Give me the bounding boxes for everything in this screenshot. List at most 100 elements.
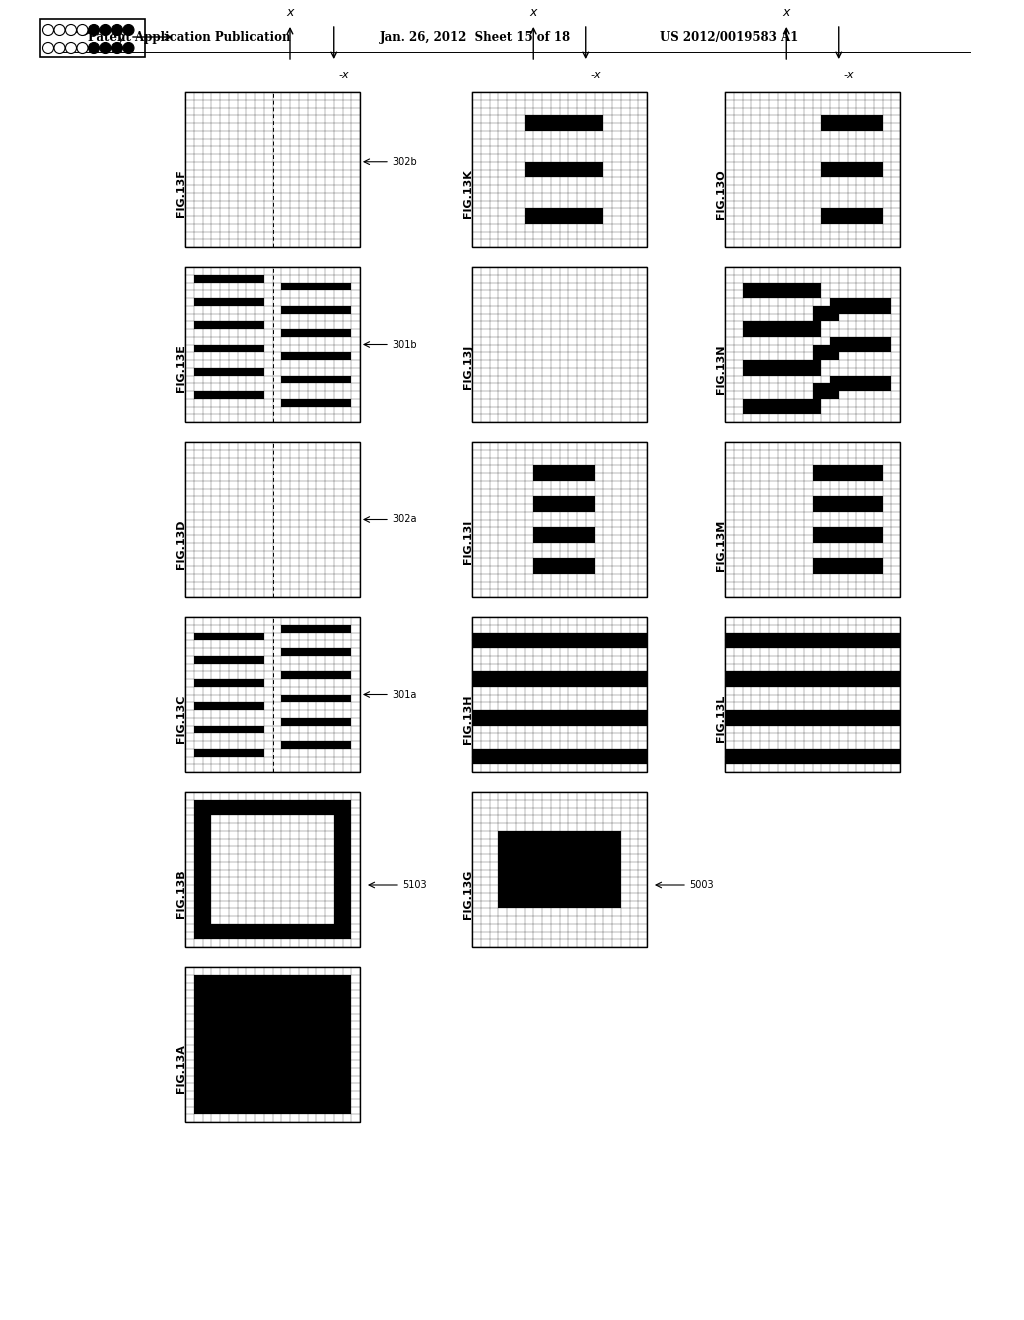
Bar [821,306,830,314]
Bar [282,1006,290,1014]
Bar [507,756,516,764]
Bar [194,345,203,352]
Bar [203,1084,211,1092]
Bar [542,672,551,678]
Bar [577,169,586,177]
Bar [839,756,848,764]
Bar [272,1044,282,1052]
Bar [282,924,290,932]
Bar [342,830,351,838]
Bar [194,1098,203,1106]
Bar [559,710,568,718]
Bar [211,800,220,808]
Bar [246,321,255,329]
Bar [638,710,647,718]
Bar [334,648,342,656]
Bar [307,924,316,932]
Bar [307,800,316,808]
Bar [211,678,220,686]
Bar [542,558,551,566]
Bar [856,473,865,480]
Bar [194,1052,203,1060]
Bar [342,838,351,846]
Bar [551,870,559,878]
Bar [194,924,203,932]
Bar [334,306,342,314]
Bar [621,756,630,764]
Bar [299,399,307,407]
Bar [325,998,334,1006]
Bar [290,1084,299,1092]
Bar [621,710,630,718]
Bar [264,808,272,816]
Bar [856,566,865,574]
Bar [812,678,821,686]
Bar [472,792,647,946]
Bar [334,1030,342,1036]
Bar [246,391,255,399]
Bar [856,632,865,640]
Bar [342,329,351,337]
Bar [316,1060,325,1068]
Bar [830,473,839,480]
Bar [742,407,752,414]
Bar [612,900,621,908]
Bar [839,527,848,535]
Bar [534,216,542,224]
Bar [812,558,821,566]
Bar [316,1044,325,1052]
Bar [255,275,264,282]
Bar [334,1036,342,1044]
Bar [812,473,821,480]
Bar [595,748,603,756]
Bar [211,656,220,664]
Bar [873,383,883,391]
Bar [282,1044,290,1052]
Bar [342,718,351,726]
Bar [194,368,203,375]
Bar [203,908,211,916]
Bar [760,672,769,678]
Bar [883,375,891,383]
Bar [534,870,542,878]
Bar [325,352,334,360]
Bar [316,741,325,748]
Bar [812,566,821,574]
Bar [568,884,577,892]
Bar [342,808,351,816]
Bar [568,216,577,224]
Circle shape [100,42,111,54]
Bar [621,718,630,726]
Bar [290,982,299,990]
Bar [246,924,255,932]
Bar [873,678,883,686]
Bar [342,624,351,632]
Bar [342,1044,351,1052]
Bar [516,748,524,756]
Bar [524,862,534,870]
Bar [873,632,883,640]
Bar [480,718,489,726]
Bar [812,321,821,329]
Bar [742,360,752,368]
Bar [246,982,255,990]
Bar [203,822,211,830]
Bar [316,1068,325,1076]
Bar [568,535,577,543]
Bar [480,640,489,648]
Bar [246,1014,255,1022]
Bar [865,632,873,640]
Bar [873,558,883,566]
Bar [524,884,534,892]
Bar [734,718,742,726]
Bar [524,900,534,908]
Bar [194,846,203,854]
Bar [769,329,777,337]
Text: US 2012/0019583 A1: US 2012/0019583 A1 [660,30,799,44]
Bar [568,123,577,131]
Bar [830,314,839,321]
Bar [891,678,900,686]
Bar [228,1052,238,1060]
Bar [873,748,883,756]
Bar [603,718,612,726]
